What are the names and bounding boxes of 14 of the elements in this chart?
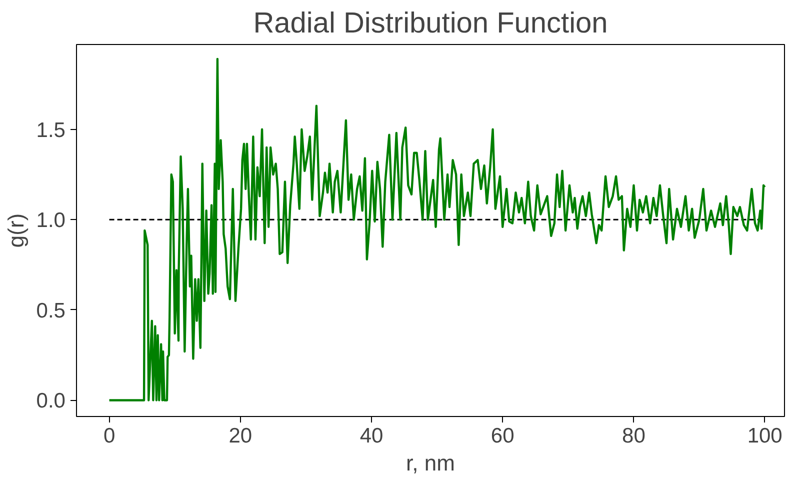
x-tick-label: 60 <box>490 424 514 448</box>
x-tick-label: 80 <box>622 424 646 448</box>
x-tick-label: 40 <box>360 424 384 448</box>
x-tick-label: 20 <box>228 424 252 448</box>
y-tick-label: 0.0 <box>36 390 66 413</box>
x-tick-label: 0 <box>103 424 116 448</box>
y-tick-label: 1.5 <box>36 118 66 142</box>
y-axis-title: g(r) <box>3 213 28 248</box>
y-tick-label: 0.5 <box>36 299 66 322</box>
x-axis-title: r, nm <box>406 450 455 476</box>
x-tick-label: 100 <box>747 424 782 448</box>
chart-title: Radial Distribution Function <box>253 8 608 40</box>
line-series <box>108 58 766 402</box>
y-tick-label: 1.0 <box>36 209 66 232</box>
